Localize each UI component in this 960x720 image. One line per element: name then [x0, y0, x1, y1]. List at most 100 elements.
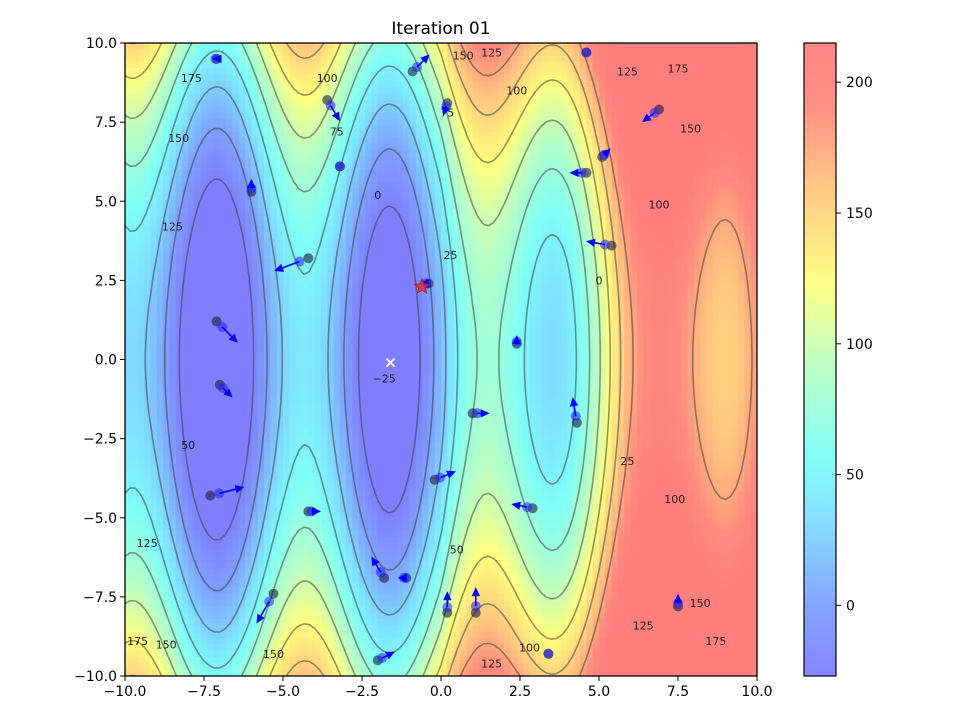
contour-line [164, 127, 435, 592]
y-axis: −10.0 −7.5 −5.0 −2.5 0.0 2.5 5.0 7.5 10.0 [74, 36, 125, 685]
x-tick-label: 0.0 [430, 684, 452, 700]
contour-line [125, 43, 611, 676]
velocity-arrow-shaft [375, 563, 382, 573]
colorbar-frame [803, 42, 837, 677]
contour-label: 100 [664, 493, 685, 506]
velocity-arrow-head [446, 470, 456, 479]
velocity-arrow-shaft [573, 405, 577, 417]
velocity-arrow-shaft [439, 473, 448, 479]
contour-label: 150 [453, 50, 474, 63]
colorbar-tick-label: 200 [846, 75, 873, 91]
contour-label: 125 [481, 657, 502, 670]
x-tick-label: −5.0 [266, 684, 300, 700]
velocity-arrow-head [569, 168, 579, 177]
contour-label: 50 [450, 543, 464, 556]
particle-best-point [205, 490, 216, 501]
velocity-arrow-head [223, 388, 233, 398]
colorbar-tick-label: 100 [846, 337, 873, 353]
contour-label: 100 [317, 72, 338, 85]
velocity-arrow-shaft [519, 504, 528, 508]
contour-label: 25 [620, 455, 634, 468]
contour-label: 25 [444, 249, 458, 262]
particle-best-point [268, 588, 279, 599]
y-tick-label: −7.5 [83, 590, 117, 606]
contour-label: −25 [372, 373, 395, 386]
velocity-arrow-head [511, 501, 521, 510]
velocity-arrow-head [642, 113, 652, 123]
contour-label: 50 [181, 439, 195, 452]
particle-point [543, 648, 554, 659]
colorbar-ticks: 0 50 100 150 200 [836, 75, 873, 614]
velocity-arrow-shaft [260, 601, 270, 617]
velocity-arrow-shaft [219, 488, 236, 495]
velocity-arrow-shaft [594, 242, 606, 246]
contour-line [178, 178, 421, 541]
velocity-arrow-head [274, 263, 285, 272]
y-tick-label: 10.0 [86, 36, 117, 52]
contour-label: 125 [633, 619, 654, 632]
x-tick-label: 2.5 [509, 684, 531, 700]
velocity-arrow-head [569, 397, 579, 407]
y-tick-label: 2.5 [95, 273, 117, 289]
velocity-arrow-head [247, 178, 256, 188]
contour-label: 125 [481, 47, 502, 60]
contour-label: 150 [680, 123, 701, 136]
velocity-arrow-head [397, 573, 407, 583]
contour-line [125, 50, 578, 669]
velocity-arrow-shaft [329, 105, 337, 115]
velocity-arrow-head [331, 111, 340, 122]
velocity-arrow-head [512, 335, 521, 345]
velocity-arrow-head [480, 409, 490, 418]
velocity-arrow-head [443, 591, 452, 601]
velocity-arrow-head [384, 651, 395, 660]
velocity-arrow-shaft [221, 326, 233, 338]
velocity-arrow-head [228, 333, 238, 343]
x-tick-label: −7.5 [187, 684, 221, 700]
contour-label: 100 [649, 198, 670, 211]
contour-label: 150 [690, 597, 711, 610]
particles [205, 47, 683, 666]
x-tick-label: 5.0 [588, 684, 610, 700]
velocity-arrow-head [371, 556, 380, 567]
contour-label: 100 [506, 85, 527, 98]
contour-label: 175 [181, 72, 202, 85]
x-tick-label: −10.0 [104, 684, 147, 700]
y-tick-label: 5.0 [95, 194, 117, 210]
contour-label: 75 [330, 126, 344, 139]
velocity-arrow-shaft [416, 60, 424, 68]
y-tick-label: −10.0 [74, 669, 117, 685]
contour-label: 175 [705, 635, 726, 648]
particle-best-point [303, 253, 314, 264]
x-tick-label: −2.5 [345, 684, 379, 700]
velocity-arrow-head [441, 106, 450, 116]
contour-label: 175 [127, 635, 148, 648]
velocity-arrow-head [234, 485, 245, 494]
y-tick-label: 7.5 [95, 115, 117, 131]
velocity-arrow-head [601, 148, 611, 158]
colorbar: 0 50 100 150 200 [803, 42, 873, 677]
contour-line [144, 86, 447, 633]
colorbar-tick-label: 0 [846, 598, 855, 614]
contour-lines [125, 43, 753, 676]
particle-point [581, 47, 592, 58]
velocity-arrow-shaft [648, 112, 656, 118]
heatmap [125, 43, 757, 676]
contour-line [459, 43, 753, 676]
best-particle-marker [413, 277, 431, 295]
particle-point [334, 161, 345, 172]
velocity-arrow-shaft [282, 260, 300, 269]
colorbar-tick-label: 50 [846, 468, 864, 484]
x-tick-label: 10.0 [741, 684, 772, 700]
y-tick-label: −2.5 [83, 432, 117, 448]
contour-label: 150 [156, 638, 177, 651]
colorbar-gradient [804, 43, 836, 676]
velocity-arrow-head [312, 507, 322, 516]
contour-label: 100 [519, 642, 540, 655]
velocity-arrow-head [420, 54, 430, 64]
contour-label: 175 [668, 62, 689, 75]
global-minimum-marker [385, 358, 396, 368]
y-tick-label: 0.0 [95, 353, 117, 369]
